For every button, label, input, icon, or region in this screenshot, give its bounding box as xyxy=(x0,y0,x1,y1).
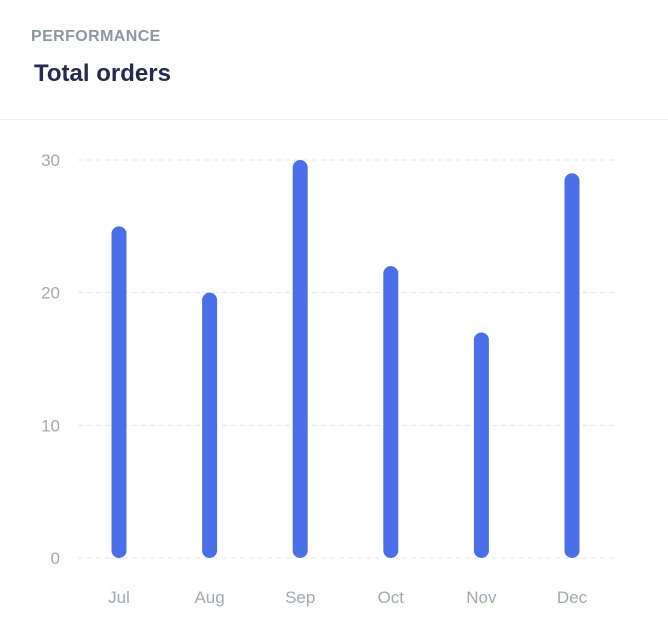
y-tick-label: 30 xyxy=(41,151,60,170)
x-tick-label: Jul xyxy=(108,588,130,607)
section-label: PERFORMANCE xyxy=(31,28,161,45)
x-tick-label: Nov xyxy=(466,588,497,607)
y-tick-label: 0 xyxy=(51,549,60,568)
bars xyxy=(111,160,580,558)
x-tick-label: Aug xyxy=(194,588,224,607)
card-header: PERFORMANCE Total orders xyxy=(0,0,668,120)
grid-layer xyxy=(78,159,614,559)
x-tick-label: Sep xyxy=(285,588,315,607)
x-axis: Jul Aug Sep Oct Nov Dec xyxy=(108,588,587,607)
chart-title: Total orders xyxy=(34,60,171,87)
x-tick-label: Oct xyxy=(378,588,405,607)
x-tick-label: Dec xyxy=(557,588,588,607)
y-axis: 0 10 20 30 xyxy=(41,151,60,568)
y-tick-label: 10 xyxy=(41,416,60,435)
y-tick-label: 20 xyxy=(41,284,60,303)
